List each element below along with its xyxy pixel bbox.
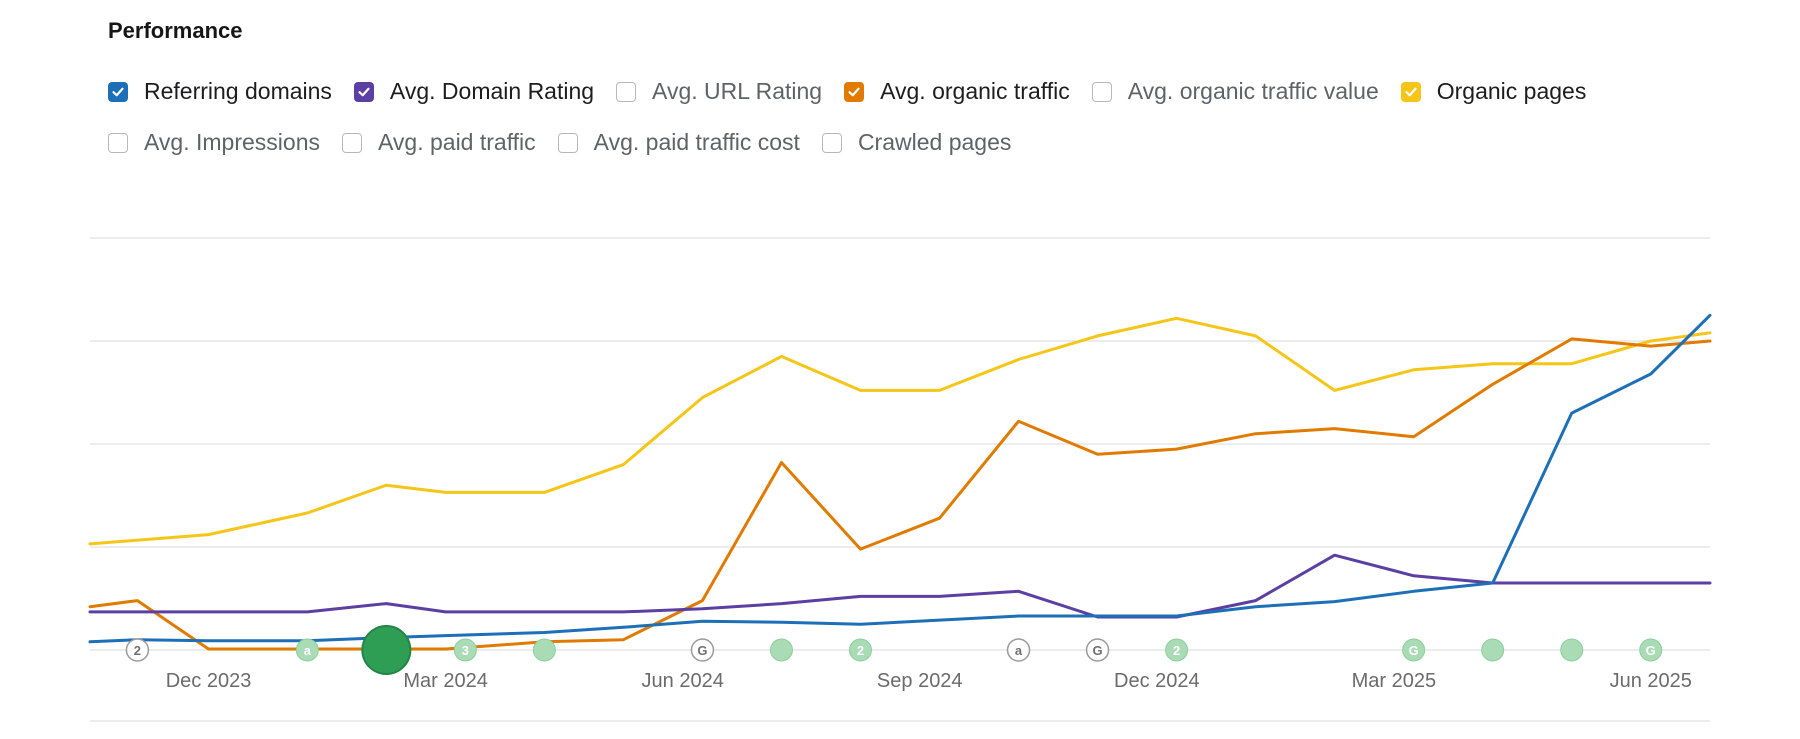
annotation-marker[interactable]: 2	[125, 638, 150, 662]
checkbox-icon[interactable]	[353, 81, 374, 102]
x-tick-label: Sep 2024	[877, 670, 963, 692]
annotation-label: G	[1409, 643, 1419, 658]
annotation-marker[interactable]	[361, 625, 412, 675]
legend-label: Avg. Domain Rating	[389, 78, 595, 104]
annotation-circle[interactable]	[532, 638, 556, 662]
annotation-label: a	[304, 643, 312, 658]
annotation-circle[interactable]	[1481, 638, 1505, 662]
x-tick-label: Mar 2025	[1352, 670, 1437, 692]
annotation-label: 2	[1173, 643, 1180, 658]
series-line-organic-pages[interactable]	[88, 316, 1712, 546]
chart-series	[88, 313, 1712, 651]
series-line-referring-domains[interactable]	[88, 313, 1712, 644]
annotation-marker[interactable]	[769, 638, 793, 662]
legend-item-avg-impressions[interactable]: Avg. Impressions	[108, 129, 320, 156]
legend-item-avg-paid-traffic[interactable]: Avg. paid traffic	[341, 129, 536, 156]
annotation-label: G	[697, 643, 707, 658]
checkbox-icon[interactable]	[844, 81, 865, 102]
legend-item-avg-organic-traffic-value[interactable]: Avg. organic traffic value	[1091, 78, 1379, 105]
checkbox-icon[interactable]	[108, 132, 128, 153]
annotation-circle[interactable]	[453, 638, 477, 662]
checkbox-icon[interactable]	[1091, 81, 1112, 102]
x-tick-label: Dec 2023	[166, 670, 252, 692]
page-title: Performance	[108, 18, 243, 43]
x-tick-label: Mar 2024	[403, 670, 488, 692]
checkbox-icon[interactable]	[108, 81, 128, 102]
series-line-avg-organic-traffic[interactable]	[88, 337, 1712, 651]
annotation-marker[interactable]: G	[1085, 638, 1110, 662]
checkmark-icon	[848, 87, 860, 96]
annotation-marker[interactable]: G	[1639, 638, 1663, 662]
annotation-label: 3	[462, 643, 469, 658]
annotation-marker[interactable]: a	[295, 638, 319, 662]
annotation-circle[interactable]	[848, 638, 872, 662]
series-line-avg-domain-rating[interactable]	[88, 553, 1712, 619]
annotation-circle[interactable]	[1560, 638, 1584, 662]
legend-row-1: Referring domains Avg. Domain Rating Avg…	[108, 78, 1608, 105]
annotation-marker[interactable]	[532, 638, 556, 662]
legend-label: Avg. paid traffic cost	[593, 129, 800, 155]
legend-item-crawled-pages[interactable]: Crawled pages	[821, 129, 1012, 156]
chart-annotations: 2 a 3 G 2 a G 2 G G	[125, 625, 1663, 675]
annotation-circle[interactable]	[125, 638, 150, 662]
annotation-marker[interactable]: 2	[1165, 638, 1189, 662]
annotation-marker[interactable]: a	[1006, 638, 1031, 662]
annotation-circle[interactable]	[1165, 638, 1189, 662]
checkbox-icon[interactable]	[616, 81, 637, 102]
checkbox-icon[interactable]	[821, 132, 842, 153]
annotation-marker[interactable]	[1560, 638, 1584, 662]
checkbox-icon[interactable]	[341, 132, 362, 153]
x-tick-label: Dec 2024	[1114, 670, 1200, 692]
checkmark-icon	[358, 87, 370, 96]
annotation-circle[interactable]	[769, 638, 793, 662]
legend-label: Avg. organic traffic value	[1127, 78, 1379, 104]
legend-row-2: Avg. Impressions Avg. paid traffic Avg. …	[108, 129, 1033, 156]
annotation-circle[interactable]	[690, 638, 715, 662]
x-tick-label: Jun 2024	[642, 670, 724, 692]
annotation-label: G	[1646, 643, 1656, 658]
checkbox-icon[interactable]	[557, 132, 578, 153]
annotation-marker[interactable]: 2	[848, 638, 872, 662]
annotation-circle[interactable]	[295, 638, 319, 662]
annotation-marker[interactable]: G	[1402, 638, 1426, 662]
legend-label: Referring domains	[144, 78, 332, 104]
legend-label: Avg. organic traffic	[880, 78, 1070, 104]
legend-label: Avg. URL Rating	[652, 78, 823, 104]
annotation-circle[interactable]	[1085, 638, 1110, 662]
annotation-circle[interactable]	[1639, 638, 1663, 662]
legend-label: Avg. Impressions	[144, 129, 320, 155]
annotation-marker[interactable]: 3	[453, 638, 477, 662]
legend-label: Organic pages	[1436, 78, 1587, 104]
annotation-marker[interactable]	[1481, 638, 1505, 662]
annotation-label: G	[1092, 643, 1102, 658]
legend-item-avg-organic-traffic[interactable]: Avg. organic traffic	[844, 78, 1070, 105]
annotation-circle[interactable]	[1006, 638, 1031, 662]
checkbox-icon[interactable]	[1400, 81, 1421, 102]
checkmark-icon	[1405, 87, 1417, 96]
chart-x-axis: Dec 2023 Mar 2024 Jun 2024 Sep 2024 Dec 2024…	[166, 670, 1692, 692]
x-tick-label: Jun 2025	[1610, 670, 1692, 692]
annotation-label: 2	[857, 643, 864, 658]
annotation-circle[interactable]	[1402, 638, 1426, 662]
checkmark-icon	[112, 87, 124, 96]
legend-item-avg-domain-rating[interactable]: Avg. Domain Rating	[353, 78, 595, 105]
legend-item-referring-domains[interactable]: Referring domains	[108, 78, 332, 105]
annotation-circle[interactable]	[361, 625, 412, 675]
annotation-label: a	[1015, 643, 1023, 658]
annotation-marker[interactable]: G	[690, 638, 715, 662]
annotation-label: 2	[134, 643, 141, 658]
legend-item-avg-paid-traffic-cost[interactable]: Avg. paid traffic cost	[557, 129, 800, 156]
legend-item-organic-pages[interactable]: Organic pages	[1400, 78, 1587, 105]
legend-label: Crawled pages	[857, 129, 1012, 155]
legend-label: Avg. paid traffic	[377, 129, 536, 155]
legend-item-avg-url-rating[interactable]: Avg. URL Rating	[616, 78, 822, 105]
